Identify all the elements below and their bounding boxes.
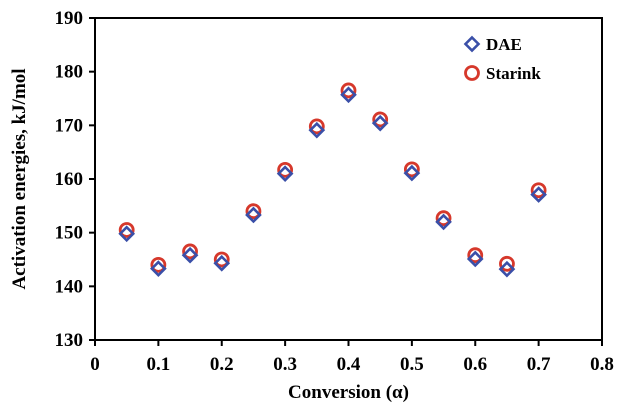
data-point-starink — [372, 111, 389, 128]
x-tick-label: 0.5 — [400, 354, 424, 375]
legend-marker-starink — [464, 65, 480, 81]
x-tick-label: 0 — [90, 354, 100, 375]
data-point-dae — [150, 260, 167, 277]
data-point-dae — [498, 260, 516, 278]
data-point-starink — [403, 161, 420, 178]
legend-label-dae: DAE — [486, 35, 522, 54]
data-point-dae — [340, 86, 357, 104]
data-point-starink — [182, 243, 198, 260]
data-point-starink — [245, 203, 262, 220]
x-tick-label: 0.2 — [210, 354, 234, 375]
x-axis-title: Conversion (α) — [288, 382, 409, 403]
data-point-starink — [340, 82, 357, 99]
y-tick-label: 140 — [55, 276, 84, 297]
y-tick-label: 150 — [55, 223, 84, 244]
data-series — [118, 82, 547, 278]
legend: DAE Starink — [463, 35, 541, 83]
data-point-starink — [499, 255, 515, 272]
data-point-starink — [467, 247, 484, 264]
series-starink — [118, 82, 547, 273]
data-point-dae — [181, 246, 199, 264]
y-tick-label: 160 — [55, 169, 84, 190]
x-tick-label: 0.8 — [590, 354, 614, 375]
y-tick-label: 170 — [55, 115, 84, 136]
x-tick-label: 0.6 — [463, 354, 487, 375]
data-point-dae — [371, 114, 389, 132]
x-tick-label: 0.3 — [273, 354, 297, 375]
data-point-starink — [118, 222, 135, 238]
data-point-dae — [213, 254, 231, 272]
data-point-starink — [530, 182, 547, 199]
y-axis-title: Activation energies, kJ/mol — [9, 68, 30, 289]
data-point-dae — [435, 213, 452, 231]
data-point-starink — [308, 118, 325, 135]
data-point-dae — [245, 206, 262, 224]
series-dae — [118, 86, 547, 278]
x-tick-label: 0.1 — [147, 354, 171, 375]
y-tick-label: 180 — [55, 62, 84, 83]
legend-label-starink: Starink — [486, 64, 541, 83]
y-tick-label: 130 — [55, 330, 84, 351]
data-point-starink — [435, 210, 452, 227]
data-point-starink — [150, 256, 167, 273]
x-tick-label: 0.7 — [527, 354, 551, 375]
data-point-dae — [308, 121, 326, 139]
data-point-starink — [277, 161, 294, 178]
data-point-dae — [530, 186, 547, 203]
data-point-starink — [213, 251, 230, 268]
data-point-dae — [276, 165, 294, 182]
x-tick-label: 0.4 — [337, 354, 361, 375]
y-tick-label: 190 — [55, 8, 84, 29]
legend-marker-dae — [463, 35, 481, 53]
data-point-dae — [118, 225, 136, 243]
data-point-dae — [466, 250, 484, 268]
y-axis: 130 140 150 160 170 180 190 — [55, 8, 95, 351]
x-axis: 0 0.1 0.2 0.3 0.4 0.5 0.6 0.7 0.8 — [90, 340, 614, 375]
data-point-dae — [403, 164, 421, 182]
